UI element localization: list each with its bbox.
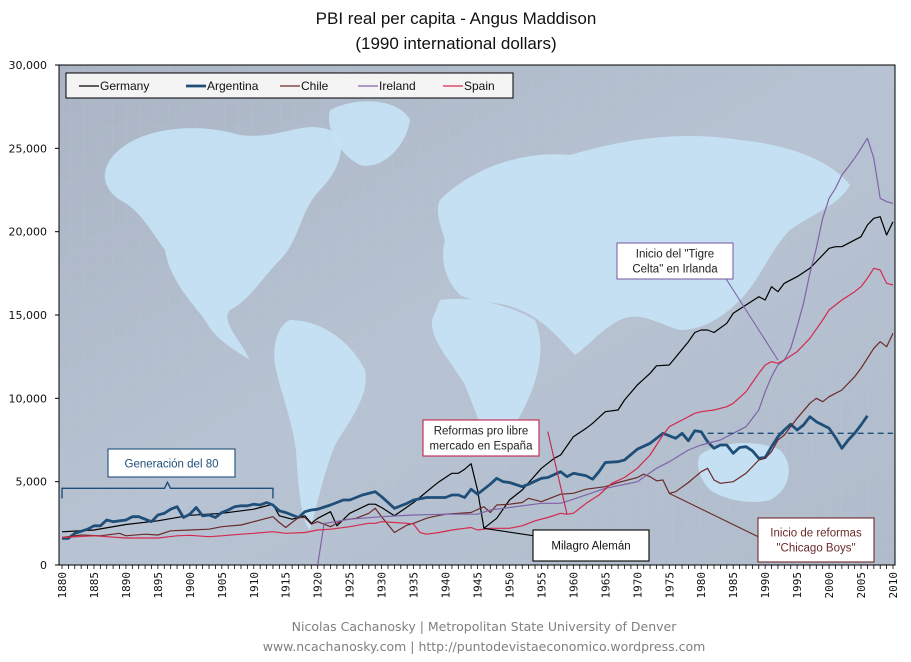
legend-item-argentina: Argentina [186, 79, 259, 93]
x-tick-label: 1930 [376, 572, 389, 599]
x-tick-label: 1995 [791, 572, 804, 599]
footer-line-1: Nicolas Cachanosky | Metropolitan State … [292, 619, 678, 634]
x-tick-label: 1915 [280, 572, 293, 599]
annotation-box [757, 517, 875, 563]
x-tick-label: 1900 [184, 572, 197, 599]
brace-connector [61, 480, 274, 499]
x-tick-label: 1945 [472, 572, 485, 599]
legend-label: Chile [301, 79, 329, 93]
legend-item-chile: Chile [280, 79, 329, 93]
series-line-germany [61, 216, 894, 533]
chart-subtitle: (1990 international dollars) [355, 34, 556, 53]
x-axis: 1880 1885 1890 1895 1900 1905 1910 1915 1920 1925… [56, 565, 900, 599]
annotation-text: Celta" en Irlanda [632, 263, 718, 275]
y-tick-label: 25,000 [9, 142, 48, 155]
x-tick-label: 1925 [344, 572, 357, 599]
y-tick-label: 15,000 [9, 309, 48, 322]
x-tick-label: 1885 [88, 572, 101, 599]
map-north-america [104, 127, 341, 360]
annotation-tigre-celta: Inicio del "Tigre Celta" en Irlanda [616, 242, 779, 361]
legend-label: Argentina [207, 79, 259, 93]
legend-label: Spain [464, 79, 495, 93]
legend-item-spain: Spain [443, 79, 495, 93]
x-tick-label: 1890 [120, 572, 133, 599]
x-tick-label: 1955 [535, 572, 548, 599]
x-tick-label: 1905 [216, 572, 229, 599]
annotation-reformas-espana: Reformas pro libre mercado en España [422, 419, 568, 515]
x-tick-label: 1935 [408, 572, 421, 599]
annotation-chicago-boys: Inicio de reformas "Chicago Boys" [669, 492, 875, 563]
legend-label: Germany [100, 79, 149, 93]
plot-area [58, 64, 896, 566]
annotation-text: Reformas pro libre [434, 425, 529, 437]
chart-title: PBI real per capita - Angus Maddison [316, 9, 597, 28]
annotation-milagro: Milagro Alemán [483, 527, 650, 562]
x-tick-label: 2000 [823, 572, 836, 599]
x-tick-label: 1985 [727, 572, 740, 599]
y-axis: 0 5,000 10,000 15,000 20,000 25,000 30,000 [9, 59, 59, 572]
x-tick-label: 1920 [312, 572, 325, 599]
x-tick-label: 1980 [695, 572, 708, 599]
y-tick-label: 5,000 [16, 476, 48, 489]
series-line-spain [61, 267, 894, 539]
x-tick-label: 2010 [887, 572, 900, 599]
annotation-leader-line [547, 431, 568, 515]
y-tick-label: 30,000 [9, 59, 48, 72]
annotation-box [107, 448, 236, 478]
x-tick-label: 1960 [567, 572, 580, 599]
annotation-text: mercado en España [430, 440, 534, 452]
map-africa [431, 298, 541, 455]
x-tick-label: 2005 [855, 572, 868, 599]
map-greenland [329, 101, 410, 166]
x-tick-label: 1970 [631, 572, 644, 599]
annotation-box [532, 529, 650, 562]
annotation-text: Generación del 80 [125, 459, 219, 471]
legend-label: Ireland [379, 79, 416, 93]
x-tick-label: 1880 [56, 572, 69, 599]
legend-item-germany: Germany [79, 79, 149, 93]
annotation-generacion: Generación del 80 [61, 448, 274, 499]
legend: Germany Argentina Chile Ireland Spain [65, 72, 514, 99]
x-tick-label: 1895 [152, 572, 165, 599]
x-tick-label: 1965 [599, 572, 612, 599]
legend-item-ireland: Ireland [358, 79, 416, 93]
annotation-text: Milagro Alemán [551, 541, 630, 553]
x-tick-label: 1940 [440, 572, 453, 599]
annotation-layer: Generación del 80 Reformas pro libre merca… [61, 242, 875, 563]
x-tick-label: 1975 [663, 572, 676, 599]
annotation-leader-line [719, 269, 779, 361]
y-tick-label: 0 [40, 559, 47, 572]
y-tick-label: 10,000 [9, 392, 48, 405]
map-south-america [274, 320, 366, 530]
y-tick-label: 20,000 [9, 226, 48, 239]
series-layer [61, 137, 894, 565]
annotation-text: Inicio del "Tigre [636, 248, 714, 260]
x-tick-label: 1950 [503, 572, 516, 599]
annotation-box [616, 242, 734, 280]
footer-line-2[interactable]: www.ncachanosky.com | http://puntodevist… [263, 639, 706, 654]
annotation-text: "Chicago Boys" [776, 542, 855, 554]
annotation-box [422, 419, 540, 457]
series-line-argentina [62, 415, 869, 540]
series-line-chile [61, 333, 894, 539]
annotation-text: Inicio de reformas [770, 527, 862, 539]
x-tick-label: 1910 [248, 572, 261, 599]
x-tick-label: 1990 [759, 572, 772, 599]
annotation-leader-line [669, 492, 772, 544]
series-line-ireland [317, 137, 894, 565]
